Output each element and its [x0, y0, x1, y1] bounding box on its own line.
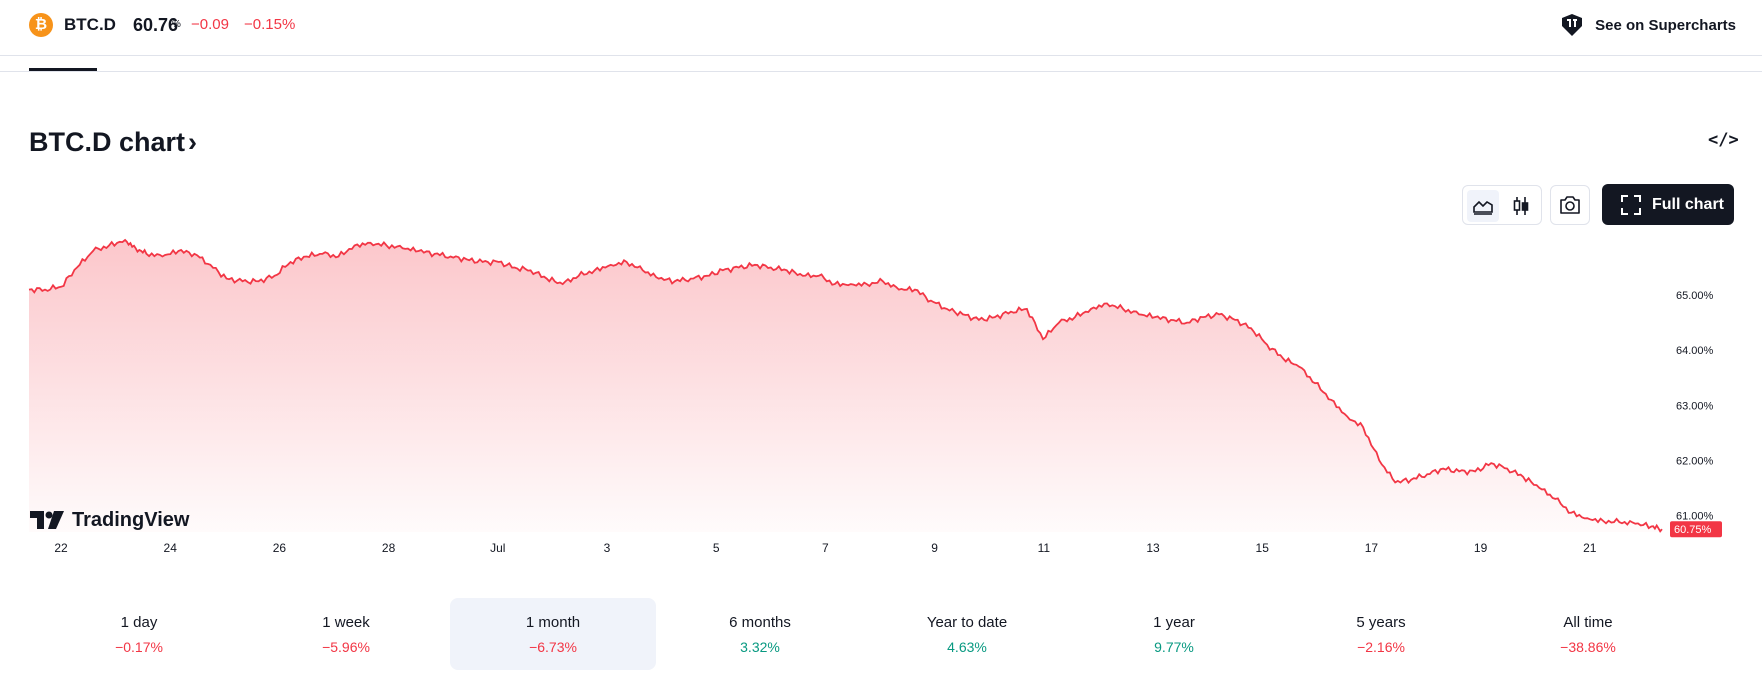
- embed-code-icon[interactable]: </>: [1708, 130, 1739, 150]
- area-chart-icon: [1473, 200, 1493, 215]
- period-button[interactable]: 1 year 9.77%: [1071, 598, 1277, 670]
- tradingview-logo-icon: [30, 511, 64, 529]
- see-on-supercharts-link[interactable]: See on Supercharts: [1559, 12, 1736, 38]
- tradingview-logo[interactable]: TradingView: [30, 507, 189, 533]
- y-tick-label: 63.00%: [1676, 400, 1714, 412]
- tradingview-logo-text: TradingView: [72, 508, 190, 531]
- period-label: Year to date: [926, 614, 1008, 631]
- period-label: 5 years: [1356, 614, 1406, 631]
- chart-style-toggle: [1462, 185, 1542, 225]
- period-button[interactable]: 1 day −0.17%: [36, 598, 242, 670]
- snapshot-button[interactable]: [1550, 185, 1590, 225]
- chart-title[interactable]: BTC.D chart: [29, 127, 186, 157]
- camera-icon: [1560, 196, 1580, 214]
- period-button[interactable]: Year to date 4.63%: [864, 598, 1070, 670]
- period-change: 4.63%: [947, 639, 987, 655]
- symbol-header: ₿ BTC.D 60.76 % −0.09 −0.15% See on Supe…: [0, 0, 1762, 56]
- period-button[interactable]: All time −38.86%: [1485, 598, 1691, 670]
- tab-divider: [0, 71, 1762, 72]
- bitcoin-icon: ₿: [29, 13, 53, 37]
- x-tick-label: 19: [1474, 541, 1488, 555]
- period-change: −38.86%: [1560, 639, 1616, 655]
- period-selector: 1 day −0.17% 1 week −5.96% 1 month −6.73% 6 mo…: [0, 598, 1762, 670]
- x-tick-label: 15: [1256, 541, 1270, 555]
- price-unit: %: [172, 19, 181, 30]
- price-change-percent: −0.15%: [244, 16, 296, 33]
- y-tick-label: 61.00%: [1676, 510, 1714, 522]
- period-button[interactable]: 6 months 3.32%: [657, 598, 863, 670]
- area-fill: [29, 240, 1662, 532]
- x-tick-label: 5: [713, 541, 720, 555]
- x-tick-label: 22: [54, 541, 68, 555]
- price-change: −0.09: [191, 16, 229, 33]
- period-change: 9.77%: [1154, 639, 1194, 655]
- tradingview-cube-icon: [1559, 12, 1585, 38]
- period-label: 1 week: [322, 614, 370, 631]
- symbol-name[interactable]: BTC.D: [64, 15, 116, 34]
- period-label: All time: [1563, 614, 1613, 631]
- x-tick-label: 17: [1365, 541, 1379, 555]
- last-value-badge: [1670, 521, 1722, 538]
- price-value: 60.76: [133, 15, 179, 35]
- candlestick-button[interactable]: [1505, 190, 1537, 222]
- period-change: −0.17%: [115, 639, 163, 655]
- last-value-label: 60.75%: [1674, 524, 1712, 536]
- fullscreen-icon: [1621, 195, 1641, 215]
- period-button[interactable]: 1 month −6.73%: [450, 598, 656, 670]
- price-chart[interactable]: 61.00% 62.00% 63.00% 64.00% 65.00% 60.75% 22 2…: [0, 230, 1762, 560]
- x-tick-label: 7: [822, 541, 829, 555]
- period-label: 1 month: [525, 614, 581, 631]
- y-tick-label: 65.00%: [1676, 290, 1714, 302]
- y-tick-label: 64.00%: [1676, 345, 1714, 357]
- candlestick-icon: [1513, 197, 1529, 215]
- period-button[interactable]: 1 week −5.96%: [243, 598, 449, 670]
- series-line: [28, 238, 1663, 533]
- period-change: −5.96%: [322, 639, 370, 655]
- y-tick-label: 62.00%: [1676, 455, 1714, 467]
- period-button[interactable]: 5 years −2.16%: [1278, 598, 1484, 670]
- full-chart-button[interactable]: Full chart: [1602, 184, 1734, 225]
- active-tab-indicator: [29, 68, 97, 71]
- period-change: −2.16%: [1357, 639, 1405, 655]
- see-on-supercharts-label: See on Supercharts: [1595, 16, 1736, 34]
- x-tick-label: 13: [1146, 541, 1160, 555]
- period-label: 6 months: [729, 614, 791, 631]
- x-tick-label: 26: [273, 541, 287, 555]
- x-tick-label: 3: [604, 541, 611, 555]
- x-tick-label: 11: [1038, 541, 1051, 555]
- x-tick-label: 28: [382, 541, 396, 555]
- x-tick-label: 21: [1583, 541, 1597, 555]
- x-tick-label: 24: [164, 541, 178, 555]
- x-tick-label: 9: [931, 541, 938, 555]
- chevron-right-icon[interactable]: ›: [188, 127, 197, 157]
- period-label: 1 day: [120, 614, 158, 631]
- period-change: −6.73%: [529, 639, 577, 655]
- full-chart-label: Full chart: [1652, 196, 1725, 213]
- x-tick-label: Jul: [490, 541, 505, 555]
- area-chart-button[interactable]: [1467, 190, 1499, 222]
- period-label: 1 year: [1153, 614, 1195, 631]
- period-change: 3.32%: [740, 639, 780, 655]
